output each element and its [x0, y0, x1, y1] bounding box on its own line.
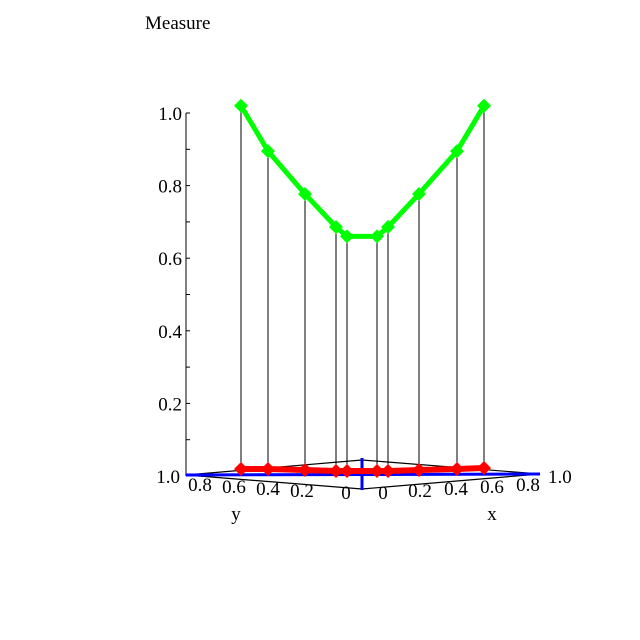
red-point: [450, 462, 464, 476]
tick-labels: 0 0.2 0.4 0.6 0.8 1.0 0 0.2 0.4 0.6 0.8 1.0: [156, 467, 572, 504]
x-tick-label: 0.4: [444, 479, 468, 500]
z-tick-label: 0.2: [158, 394, 182, 415]
green-point: [234, 98, 248, 113]
red-point: [340, 464, 354, 478]
red-point: [370, 464, 384, 478]
y-tick-label: 0.8: [188, 475, 212, 496]
y-axis-label: y: [231, 504, 241, 525]
series-group: [234, 98, 491, 478]
z-tick-label: 0.6: [158, 249, 182, 270]
green-point: [477, 98, 491, 113]
green-point: [412, 186, 426, 201]
green-point: [370, 229, 384, 244]
red-point: [234, 462, 248, 476]
red-point: [412, 463, 426, 477]
green-point: [261, 144, 275, 159]
x-tick-label: 0: [378, 483, 388, 504]
green-point: [381, 219, 395, 234]
green-point: [298, 186, 312, 201]
x-tick-label: 0.6: [480, 477, 504, 498]
y-tick-label: 0.6: [222, 477, 246, 498]
green-point: [450, 144, 464, 159]
red-point: [261, 462, 275, 476]
x-axis-label: x: [487, 504, 497, 525]
x-tick-label: 1.0: [548, 467, 572, 488]
y-tick-label: 0: [341, 483, 351, 504]
red-point: [477, 461, 491, 475]
green-point: [329, 219, 343, 234]
red-point: [381, 464, 395, 478]
y-tick-label: 1.0: [156, 467, 180, 488]
green-series-line: [238, 104, 487, 239]
y-tick-label: 0.2: [290, 481, 314, 502]
y-tick-label: 0.4: [256, 479, 280, 500]
z-tick-label: 0.4: [158, 322, 182, 343]
red-point: [329, 464, 343, 478]
x-tick-label: 0.8: [516, 475, 540, 496]
red-point: [298, 463, 312, 477]
red-series-line: [241, 465, 485, 474]
green-point: [340, 229, 354, 244]
x-tick-label: 0.2: [408, 481, 432, 502]
drop-lines: [240, 105, 485, 471]
chart-title: Measure: [145, 13, 210, 34]
z-tick-label: 1.0: [158, 104, 182, 125]
z-tick-label: 0.8: [158, 177, 182, 198]
z-axis: 0.2 0.4 0.6 0.8 1.0: [158, 104, 190, 476]
